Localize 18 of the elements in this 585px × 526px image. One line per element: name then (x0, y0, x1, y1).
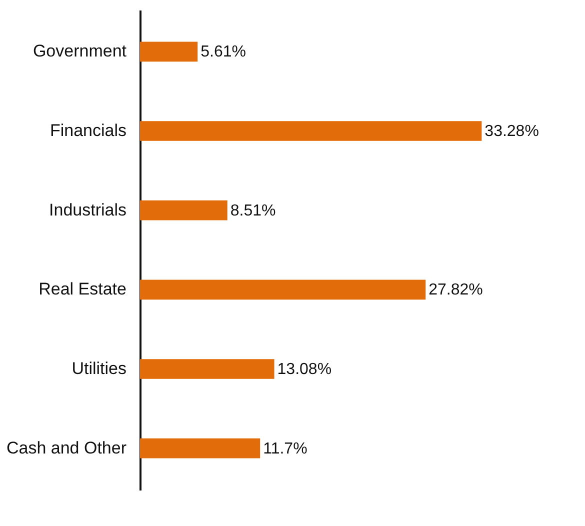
y-tick-label: Real Estate (38, 280, 126, 299)
data-label: 13.08% (277, 361, 332, 378)
bar (140, 359, 274, 379)
bar (140, 438, 260, 458)
bar (140, 121, 482, 141)
y-tick-label: Utilities (72, 359, 126, 378)
y-tick-label: Industrials (49, 200, 126, 220)
y-tick-label: Financials (50, 120, 126, 140)
y-tick-label: Government (32, 42, 127, 61)
data-label: 8.51% (230, 202, 276, 220)
bar (140, 42, 198, 62)
data-label: 27.82% (428, 282, 483, 299)
bar (140, 280, 426, 300)
data-label: 5.61% (200, 44, 246, 61)
data-label: 33.28% (484, 122, 539, 140)
bar (140, 200, 228, 220)
y-tick-label: Cash and Other (6, 438, 127, 458)
data-label: 11.7% (263, 440, 308, 458)
